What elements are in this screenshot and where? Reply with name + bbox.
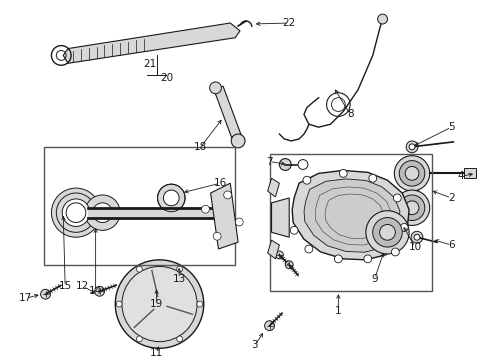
Polygon shape xyxy=(268,240,279,259)
Text: 18: 18 xyxy=(194,142,207,152)
Text: 4: 4 xyxy=(458,171,465,181)
Circle shape xyxy=(151,276,162,286)
Circle shape xyxy=(224,191,232,199)
Text: 15: 15 xyxy=(58,282,72,291)
Text: 11: 11 xyxy=(150,348,163,358)
Circle shape xyxy=(409,144,415,150)
Circle shape xyxy=(136,336,142,342)
Circle shape xyxy=(164,190,179,206)
Circle shape xyxy=(405,166,419,180)
Circle shape xyxy=(380,224,395,240)
Text: 22: 22 xyxy=(283,18,296,28)
Circle shape xyxy=(364,255,372,263)
Text: 7: 7 xyxy=(266,157,273,167)
Circle shape xyxy=(210,82,221,94)
Circle shape xyxy=(373,217,402,247)
Circle shape xyxy=(62,199,90,226)
Text: 2: 2 xyxy=(448,193,455,203)
Circle shape xyxy=(85,195,120,230)
Circle shape xyxy=(56,193,96,232)
Text: 1: 1 xyxy=(335,306,342,316)
Text: 3: 3 xyxy=(251,340,258,350)
Circle shape xyxy=(406,141,418,153)
Text: 13: 13 xyxy=(172,274,186,284)
Polygon shape xyxy=(406,190,418,191)
Text: 20: 20 xyxy=(160,73,173,83)
Ellipse shape xyxy=(122,266,197,342)
Circle shape xyxy=(66,203,86,222)
Circle shape xyxy=(177,266,183,272)
Text: 21: 21 xyxy=(143,59,156,69)
Circle shape xyxy=(340,170,347,177)
Text: 9: 9 xyxy=(371,274,378,284)
Polygon shape xyxy=(304,179,400,252)
Circle shape xyxy=(378,14,388,24)
Circle shape xyxy=(197,301,203,307)
Polygon shape xyxy=(271,198,289,237)
Polygon shape xyxy=(214,86,243,143)
Text: 6: 6 xyxy=(448,240,455,250)
Circle shape xyxy=(303,176,311,184)
Circle shape xyxy=(392,248,399,256)
Circle shape xyxy=(158,184,185,212)
Circle shape xyxy=(235,218,243,226)
Circle shape xyxy=(279,159,291,170)
Circle shape xyxy=(305,245,313,253)
Circle shape xyxy=(394,156,430,191)
Text: 16: 16 xyxy=(214,178,227,188)
Circle shape xyxy=(399,195,425,221)
Circle shape xyxy=(177,336,183,342)
Circle shape xyxy=(51,188,100,237)
Circle shape xyxy=(201,205,209,213)
Circle shape xyxy=(285,261,293,269)
Text: 14: 14 xyxy=(89,286,102,296)
Circle shape xyxy=(366,211,409,254)
Polygon shape xyxy=(464,168,476,178)
Circle shape xyxy=(95,286,104,296)
Text: 17: 17 xyxy=(19,293,32,303)
Circle shape xyxy=(399,161,425,186)
Circle shape xyxy=(93,203,112,222)
Ellipse shape xyxy=(115,260,204,348)
Circle shape xyxy=(405,201,419,215)
Text: 10: 10 xyxy=(409,242,421,252)
Circle shape xyxy=(369,174,377,182)
Circle shape xyxy=(400,224,408,231)
Circle shape xyxy=(394,190,430,225)
Circle shape xyxy=(334,255,343,263)
Text: 8: 8 xyxy=(347,109,353,120)
Circle shape xyxy=(275,251,283,259)
Text: 5: 5 xyxy=(448,122,455,132)
Circle shape xyxy=(414,234,420,240)
Circle shape xyxy=(411,231,423,243)
Circle shape xyxy=(41,289,50,299)
Polygon shape xyxy=(63,23,240,63)
Polygon shape xyxy=(211,183,238,249)
Circle shape xyxy=(265,321,274,330)
Polygon shape xyxy=(292,170,409,260)
Text: 19: 19 xyxy=(150,299,163,309)
Circle shape xyxy=(393,194,401,202)
Polygon shape xyxy=(268,178,279,197)
Circle shape xyxy=(231,134,245,148)
Circle shape xyxy=(213,232,221,240)
Circle shape xyxy=(116,301,122,307)
Circle shape xyxy=(136,266,142,272)
Circle shape xyxy=(290,226,298,234)
Text: 12: 12 xyxy=(76,282,90,291)
